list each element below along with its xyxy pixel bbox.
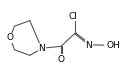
Text: Cl: Cl xyxy=(69,12,77,21)
Text: OH: OH xyxy=(106,41,120,50)
Text: O: O xyxy=(6,33,13,42)
Text: O: O xyxy=(57,55,64,64)
Text: N: N xyxy=(38,44,45,53)
Text: N: N xyxy=(85,41,92,50)
